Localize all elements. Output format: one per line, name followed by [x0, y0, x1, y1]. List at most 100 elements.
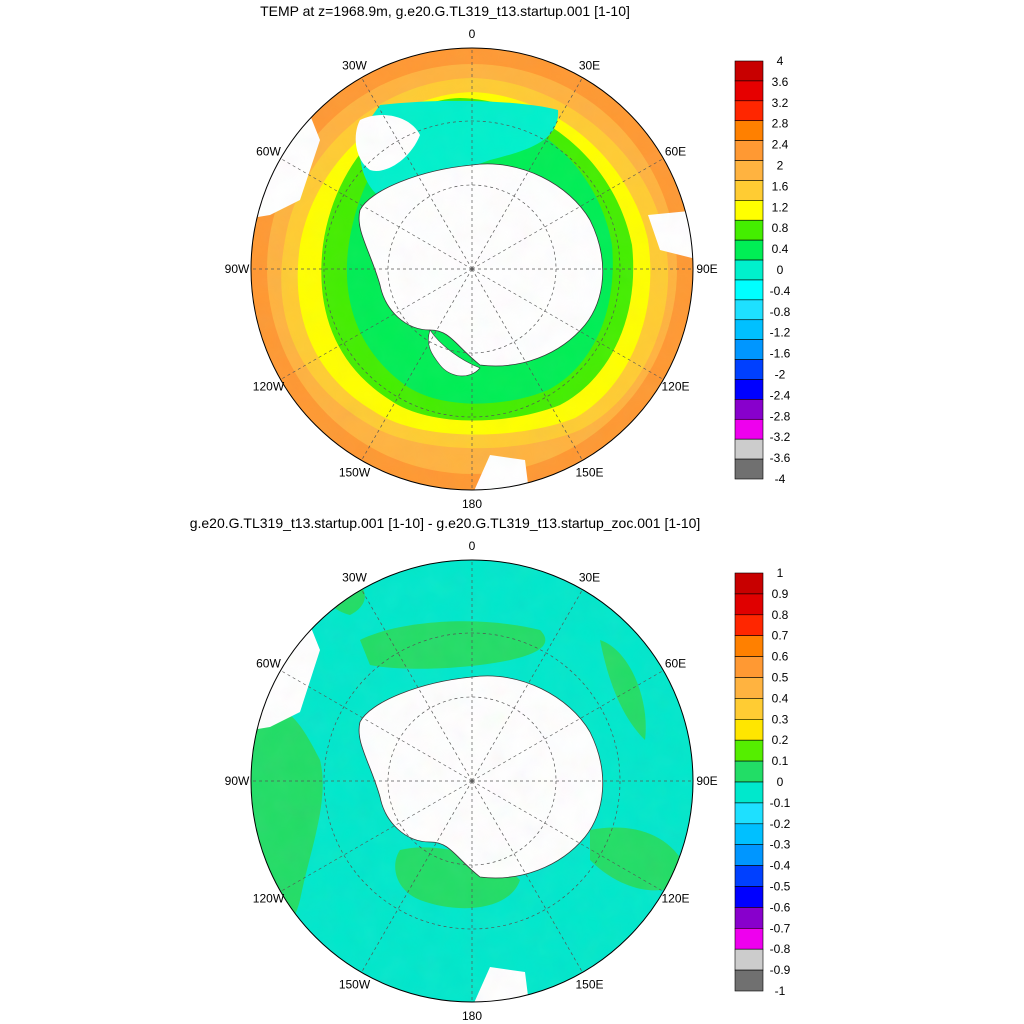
bottom-colorbar-label: 0.4: [772, 691, 789, 705]
bottom-colorbar-swatch: [734, 844, 764, 866]
bottom-map-border: [250, 559, 694, 1003]
top-meridian-60E: [471, 158, 664, 270]
bottom-colorbar-label: -1: [775, 984, 786, 998]
top-meridian-150E: [471, 268, 583, 461]
bottom-colorbar-label: 0.5: [772, 671, 789, 685]
bottom-colorbar-label: 0.9: [772, 587, 789, 601]
bottom-colorbar-swatch: [734, 593, 764, 616]
bottom-colorbar-swatch: [734, 948, 764, 971]
top-colorbar-label: 0.4: [772, 242, 789, 256]
top-colorbar-label: 3.6: [772, 75, 789, 89]
top-lon-label-90E: 90E: [696, 262, 717, 276]
bottom-lon-label-90E: 90E: [696, 774, 717, 788]
bottom-colorbar-swatch: [734, 572, 764, 595]
bottom-meridian-120W: [280, 780, 473, 892]
bottom-colorbar-swatch: [734, 760, 764, 783]
top-colorbar-swatch: [734, 319, 764, 340]
bottom-lon-label-120W: 120W: [253, 892, 285, 906]
bottom-colorbar-label: -0.1: [770, 796, 791, 810]
top-colorbar-swatch: [734, 219, 764, 241]
bottom-colorbar-swatch: [734, 718, 764, 741]
top-colorbar-label: -1.6: [770, 347, 791, 361]
bottom-lon-label-0: 0: [469, 539, 476, 553]
top-colorbar-swatch: [734, 438, 764, 460]
top-lon-label-90W: 90W: [225, 262, 250, 276]
top-lat-circle: [323, 120, 621, 418]
top-colorbar-swatch: [734, 80, 764, 102]
bottom-meridian-30W: [361, 589, 473, 782]
bottom-colorbar-label: -0.8: [770, 942, 791, 956]
top-colorbar-label: -2.8: [770, 409, 791, 423]
bottom-meridians: [251, 560, 693, 1002]
bottom-colorbar-label: 0: [777, 775, 784, 789]
top-colorbar-swatch: [734, 160, 764, 181]
bottom-colorbar-label: 1: [777, 566, 784, 580]
bottom-colorbar-label: 0.3: [772, 712, 789, 726]
top-colorbar-swatch: [734, 299, 764, 321]
top-colorbar-label: -2: [775, 368, 786, 382]
top-colorbar-swatch: [734, 180, 764, 201]
bottom-meridian-60W: [280, 670, 473, 782]
top-meridian-30E: [471, 77, 583, 270]
bottom-lon-label-90W: 90W: [225, 774, 250, 788]
bottom-colorbar-label: 0.8: [772, 608, 789, 622]
bottom-lon-label-60W: 60W: [256, 657, 281, 671]
top-meridian-30W: [361, 77, 473, 270]
top-colorbar-label: 0.8: [772, 221, 789, 235]
top-colorbar-label: -2.4: [770, 388, 791, 402]
top-colorbar-label: 4: [777, 54, 784, 68]
top-lon-label-60E: 60E: [665, 145, 686, 159]
bottom-polar-map: [251, 560, 693, 1002]
top-lon-label-30W: 30W: [342, 58, 367, 72]
top-colorbar-swatch: [734, 120, 764, 141]
top-colorbar-swatch: [734, 359, 764, 380]
bottom-colorbar-label: 0.2: [772, 733, 789, 747]
top-colorbar-label: 1.2: [772, 200, 789, 214]
bottom-colorbar-swatch: [734, 802, 764, 825]
top-colorbar-swatch: [734, 259, 764, 281]
bottom-colorbar-swatch: [734, 739, 764, 762]
bottom-lon-label-180: 180: [462, 1009, 482, 1023]
top-colorbar-label: 0: [777, 263, 784, 277]
top-colorbar-label: -3.2: [770, 430, 791, 444]
bottom-colorbar-swatch: [734, 656, 764, 678]
top-colorbar-label: -3.6: [770, 451, 791, 465]
top-colorbar-swatch: [734, 458, 764, 480]
bottom-texture: [251, 560, 693, 1002]
bottom-colorbar-label: -0.9: [770, 963, 791, 977]
bottom-longitude-labels: 0 30E 60E 90E 120E 150E 180 150W 120W 90W 60W 30W: [225, 539, 718, 1023]
top-colorbar-swatch: [734, 279, 764, 301]
top-colorbar-label: -4: [775, 472, 786, 486]
top-meridian-120E: [471, 268, 664, 380]
top-meridian-60W: [280, 158, 473, 270]
top-lon-label-0: 0: [469, 27, 476, 41]
top-colorbar-swatch: [734, 418, 764, 440]
top-lon-label-150W: 150W: [339, 466, 371, 480]
top-colorbar-swatch: [734, 60, 764, 82]
top-meridian-150W: [361, 268, 473, 461]
bottom-colorbar-label: -0.5: [770, 880, 791, 894]
top-texture: [251, 48, 693, 490]
top-longitude-labels: 0 30E 60E 90E 120E 150E 180 150W 120W 90W 60W 30W: [225, 27, 718, 511]
top-colorbar-label: 2.4: [772, 138, 789, 152]
top-colorbar-swatch: [734, 200, 764, 221]
bottom-meridian-150W: [361, 780, 473, 973]
bottom-lon-label-60E: 60E: [665, 657, 686, 671]
top-graticule: [251, 48, 693, 490]
top-lon-label-120W: 120W: [253, 380, 285, 394]
bottom-meridian-30E: [471, 589, 583, 782]
top-colorbar-swatch: [734, 399, 764, 420]
bottom-colorbar-swatch: [734, 698, 764, 720]
bottom-colorbar-swatch: [734, 865, 764, 887]
bottom-colorbar-label: -0.7: [770, 921, 791, 935]
bottom-meridian-120E: [471, 780, 664, 892]
top-meridians: [251, 48, 693, 490]
bottom-graticule: [251, 560, 693, 1002]
top-colorbar-swatch: [734, 239, 764, 261]
top-panel-title: TEMP at z=1968.9m, g.e20.G.TL319_t13.sta…: [260, 3, 630, 19]
bottom-colorbar-label: -0.3: [770, 838, 791, 852]
top-colorbar-swatch: [734, 339, 764, 360]
top-colorbar-swatch: [734, 379, 764, 400]
top-colorbar-label: -1.2: [770, 326, 791, 340]
bottom-lon-label-30E: 30E: [579, 570, 600, 584]
